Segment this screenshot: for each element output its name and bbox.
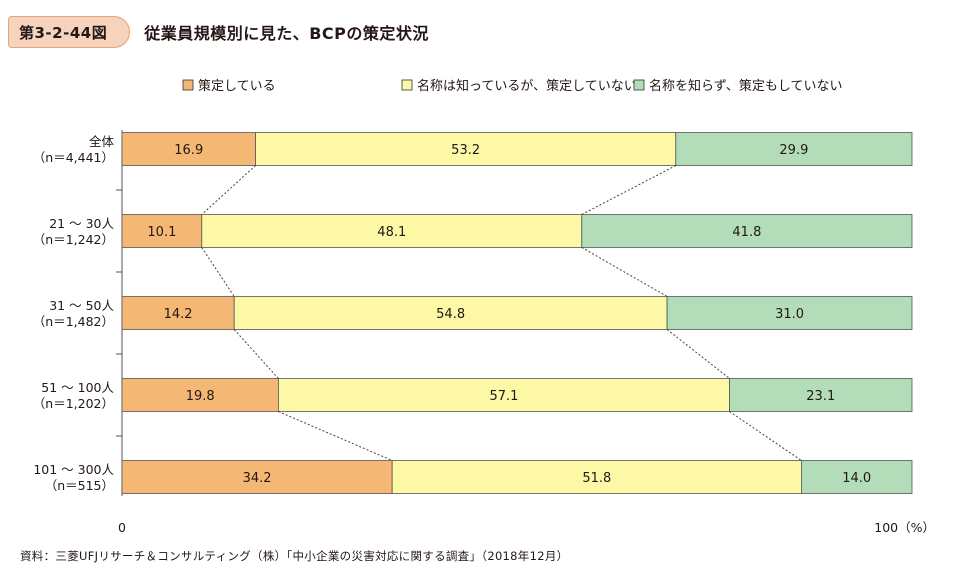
bar-segment <box>729 378 913 412</box>
source-note: 資料：三菱UFJリサーチ＆コンサルティング（株）「中小企業の災害対応に関する調査… <box>20 549 569 563</box>
data-label: 51.8 <box>582 471 611 486</box>
connector-line <box>201 247 235 297</box>
data-label: 54.8 <box>436 307 465 322</box>
connector-line <box>729 411 802 461</box>
connector-line <box>581 247 668 297</box>
x-tick-label: 0 <box>118 520 126 535</box>
category-n-label: （n＝1,482） <box>33 314 114 329</box>
bar-segment <box>801 460 913 494</box>
category-label: 31 ～ 50人 <box>49 298 114 313</box>
category-n-label: （n＝515） <box>45 478 114 493</box>
bar-segment <box>581 214 913 248</box>
connector-line <box>278 411 393 461</box>
bar-segment <box>121 132 256 166</box>
bar-segment <box>278 378 730 412</box>
connector-line <box>666 329 730 379</box>
data-label: 23.1 <box>806 389 835 404</box>
stacked-bar-chart: 策定している 名称は知っているが、策定していない 名称を知らず、策定もしていない 16… <box>33 78 935 535</box>
bar-segment <box>233 296 668 330</box>
figure-number: 第3-2-44図 <box>19 23 108 42</box>
legend-swatch <box>633 79 645 91</box>
category-label: 21 ～ 30人 <box>49 216 114 231</box>
data-label: 14.2 <box>164 307 193 322</box>
data-label: 16.9 <box>174 143 203 158</box>
connector-line <box>233 329 279 379</box>
bar-segment <box>255 132 677 166</box>
data-label: 34.2 <box>243 471 272 486</box>
figure-title: 従業員規模別に見た、BCPの策定状況 <box>144 24 429 43</box>
legend-label: 策定している <box>198 78 276 94</box>
data-label: 29.9 <box>779 143 808 158</box>
figure-number-badge: 第3-2-44図 <box>8 16 131 48</box>
data-label: 14.0 <box>842 471 871 486</box>
x-tick-label: 100（%） <box>874 520 935 535</box>
bar-segment <box>675 132 913 166</box>
legend-swatch <box>401 79 413 91</box>
data-label: 48.1 <box>377 225 406 240</box>
bar-segment <box>121 296 235 330</box>
legend-label: 名称を知らず、策定もしていない <box>649 78 842 94</box>
bar-segment <box>121 214 203 248</box>
legend-swatch <box>182 79 194 91</box>
data-label: 53.2 <box>451 143 480 158</box>
data-label: 31.0 <box>775 307 804 322</box>
bar-segment <box>666 296 913 330</box>
category-label: 全体 <box>89 134 115 149</box>
data-label: 57.1 <box>489 389 518 404</box>
figure-header: 第3-2-44図 従業員規模別に見た、BCPの策定状況 <box>8 14 429 50</box>
category-n-label: （n＝1,242） <box>33 232 114 247</box>
data-label: 10.1 <box>147 225 176 240</box>
category-n-label: （n＝4,441） <box>33 150 114 165</box>
data-label: 19.8 <box>186 389 215 404</box>
category-label: 101 ～ 300人 <box>33 462 114 477</box>
category-n-label: （n＝1,202） <box>33 396 114 411</box>
legend-label: 名称は知っているが、策定していない <box>417 78 637 94</box>
category-label: 51 ～ 100人 <box>41 380 114 395</box>
bar-segment <box>121 378 279 412</box>
connector-line <box>581 165 677 215</box>
connector-line <box>201 165 256 215</box>
data-label: 41.8 <box>732 225 761 240</box>
